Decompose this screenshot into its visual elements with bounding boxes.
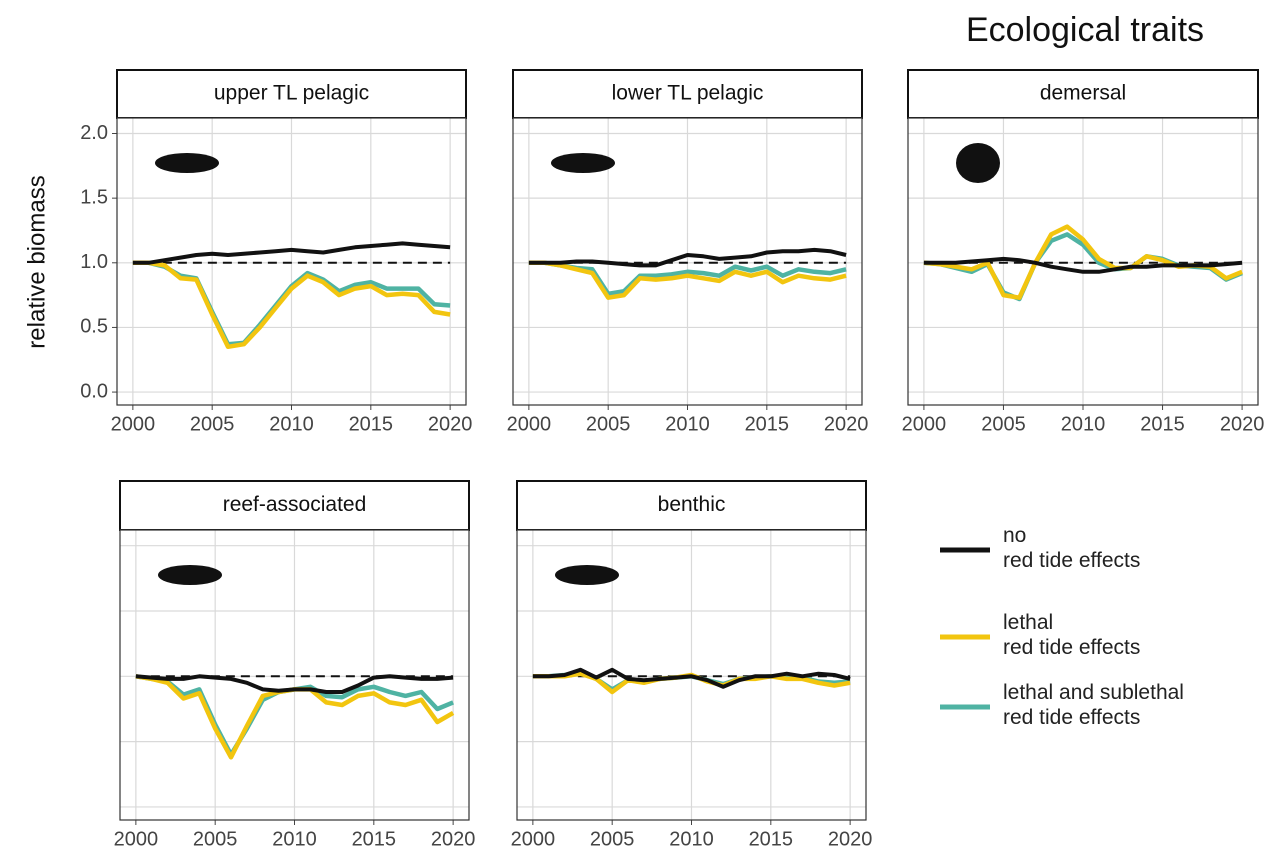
icon	[158, 565, 222, 585]
x-tick-label: 2000	[511, 828, 556, 850]
plot-border	[119, 529, 470, 821]
strip-label: demersal	[1040, 82, 1126, 105]
strip-label: reef-associated	[223, 493, 367, 516]
x-tick-label: 2000	[114, 828, 159, 850]
x-tick-label: 2020	[828, 828, 873, 850]
x-tick-label: 2020	[428, 413, 473, 435]
y-tick-label: 0.5	[80, 316, 108, 338]
strip-label: benthic	[658, 493, 726, 516]
legend-entry: lethal red tide effects	[1003, 611, 1141, 659]
strip-label: lower TL pelagic	[612, 82, 764, 105]
legend-label: no red tide effects	[1003, 524, 1141, 572]
x-tick-label: 2015	[352, 828, 397, 850]
y-axis-label: relative biomass	[23, 175, 50, 348]
strip	[119, 480, 470, 531]
x-tick-label: 2010	[669, 828, 714, 850]
x-tick-label: 2010	[1061, 413, 1106, 435]
x-tick-label: 2005	[981, 413, 1026, 435]
strip	[516, 480, 867, 531]
x-tick-label: 2000	[902, 413, 947, 435]
series-line	[923, 256, 1243, 274]
x-tick-label: 2005	[586, 413, 631, 435]
x-tick-label: 2005	[590, 828, 635, 850]
strip	[116, 69, 467, 119]
y-tick-label: 1.5	[80, 186, 108, 208]
series-line	[132, 260, 451, 350]
x-tick-label: 2005	[193, 828, 238, 850]
series-line	[528, 247, 847, 268]
legend-entry: lethal and sublethal red tide effects	[1003, 681, 1184, 729]
strip-label: upper TL pelagic	[214, 82, 369, 105]
icon	[551, 153, 615, 173]
series-line	[532, 667, 851, 689]
icon	[956, 143, 1000, 183]
panel: upper TL pelagic 0.0 0.5 1.0 1.5 2.0 2000 2005 2…	[80, 69, 473, 435]
x-tick-label: 2015	[749, 828, 794, 850]
y-tick-label: 1.0	[80, 251, 108, 273]
legend-entry: no red tide effects	[1003, 524, 1141, 572]
figure-title: Ecological traits	[966, 11, 1204, 49]
y-tick-label: 0.0	[80, 380, 108, 402]
series-line	[135, 674, 454, 694]
panel: reef-associated 2000 2005 2010 2015 2020	[114, 480, 476, 850]
plot-border	[516, 529, 867, 821]
x-tick-label: 2010	[272, 828, 317, 850]
x-tick-label: 2020	[824, 413, 869, 435]
strip	[907, 69, 1259, 119]
x-tick-label: 2020	[431, 828, 476, 850]
x-tick-label: 2010	[269, 413, 314, 435]
legend-label: lethal and sublethal red tide effects	[1003, 681, 1184, 729]
x-tick-label: 2015	[349, 413, 394, 435]
x-tick-label: 2020	[1220, 413, 1265, 435]
x-tick-label: 2010	[665, 413, 710, 435]
legend-label: lethal red tide effects	[1003, 611, 1141, 659]
panel: lower TL pelagic 2000 2005 2010 2015 2020	[507, 69, 869, 435]
icon	[555, 565, 619, 585]
panel: benthic 2000 2005 2010 2015 2020	[511, 480, 873, 850]
plot-border	[116, 117, 467, 406]
series-line	[132, 241, 451, 265]
x-tick-label: 2015	[1140, 413, 1185, 435]
x-tick-label: 2005	[190, 413, 235, 435]
x-tick-label: 2015	[745, 413, 790, 435]
y-tick-label: 2.0	[80, 122, 108, 144]
plot-border	[907, 117, 1259, 406]
x-tick-label: 2000	[111, 413, 156, 435]
series-line	[528, 260, 847, 300]
icon	[155, 153, 219, 173]
x-tick-label: 2000	[507, 413, 552, 435]
plot-border	[512, 117, 863, 406]
panel: demersal 2000 2005 2010 2015 2020	[902, 69, 1265, 435]
strip	[512, 69, 863, 119]
